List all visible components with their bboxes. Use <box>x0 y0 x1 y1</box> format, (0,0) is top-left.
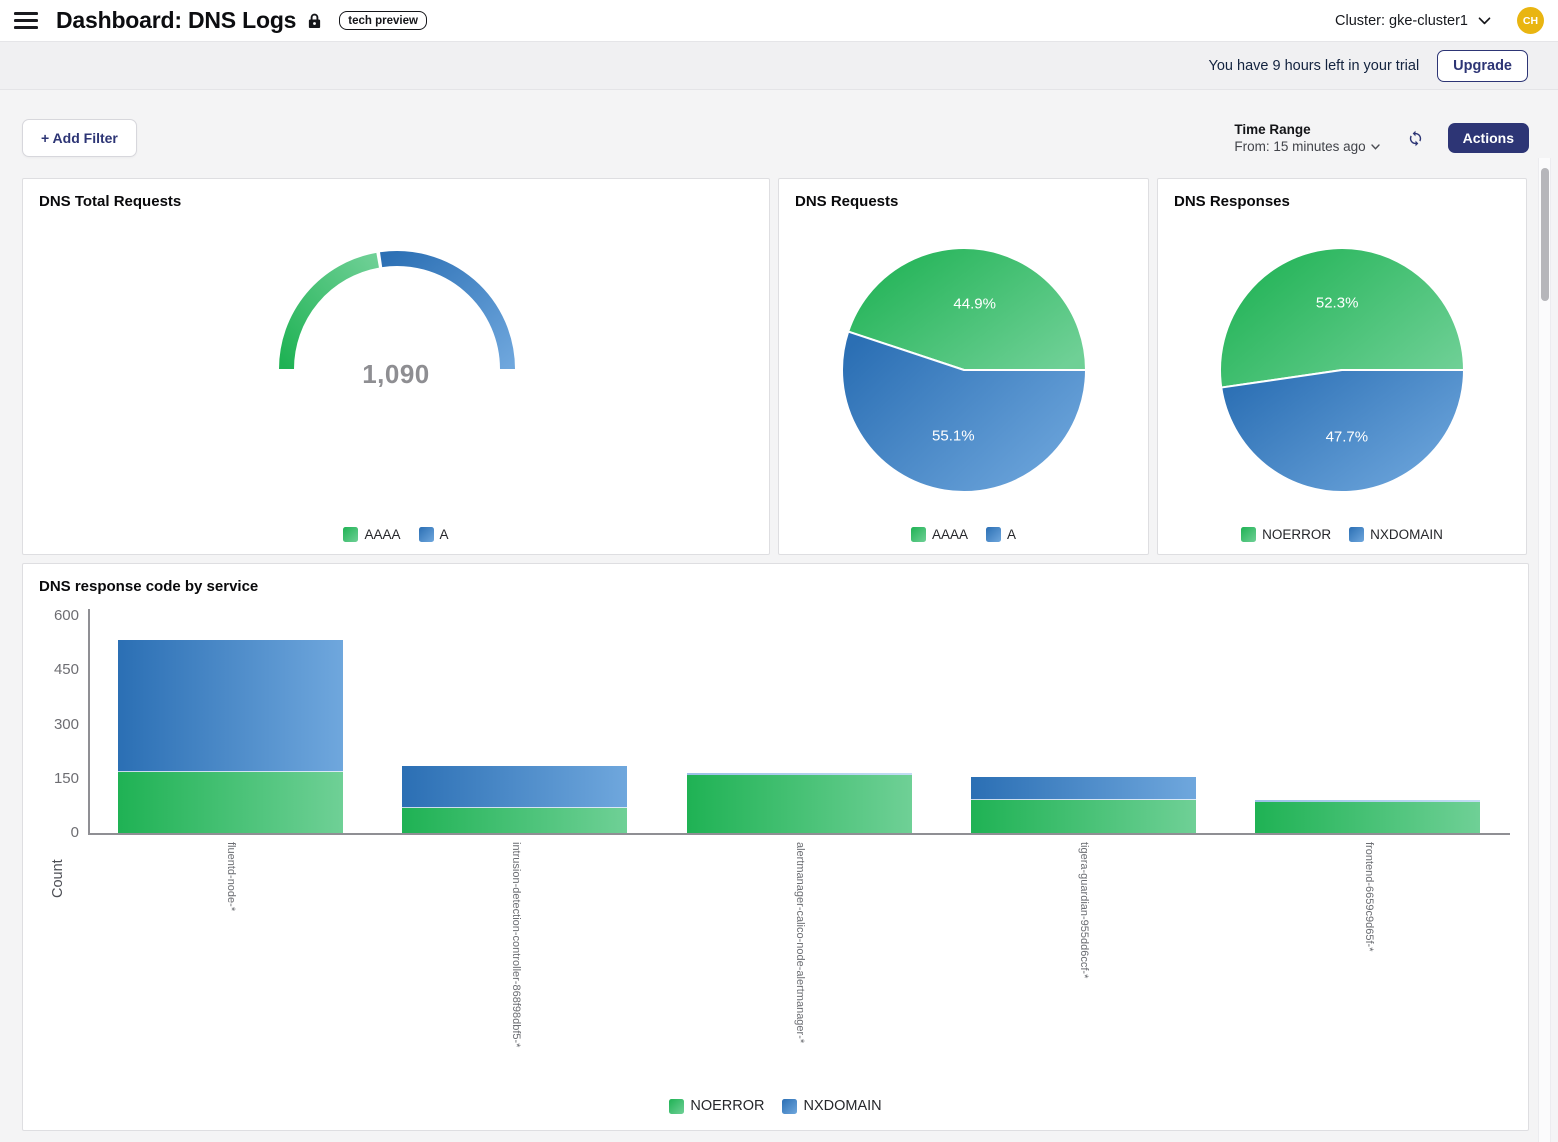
time-range-dropdown[interactable]: From: 15 minutes ago <box>1234 139 1380 154</box>
legend-item[interactable]: NOERROR <box>1241 527 1331 542</box>
bar-segment-nxdomain <box>117 639 343 772</box>
bar-segment-nxdomain <box>970 776 1196 801</box>
y-axis-label: Count <box>50 859 66 898</box>
legend-item[interactable]: AAAA <box>343 527 401 542</box>
bar-segment-nxdomain <box>402 766 628 808</box>
chart-legend: AAAA A <box>779 527 1148 542</box>
chart-legend: NOERROR NXDOMAIN <box>23 1098 1528 1114</box>
bar-segment-noerror <box>970 800 1196 833</box>
card-title: DNS response code by service <box>39 578 259 595</box>
chart-legend: AAAA A <box>23 527 769 542</box>
legend-swatch-green <box>1241 527 1257 542</box>
pie-slice-noerror <box>1219 247 1465 389</box>
bar-segment-nxdomain-zero <box>1255 800 1481 803</box>
gauge-segment-a <box>380 251 515 370</box>
legend-swatch-blue <box>782 1098 798 1114</box>
bar-segment-noerror <box>402 807 628 833</box>
legend-swatch-blue <box>418 527 434 542</box>
bar-chart: 0 150 300 450 600 fluentd-node-* intrusion-det… <box>23 564 1528 1130</box>
time-range-label: Time Range <box>1234 122 1311 137</box>
pie-slice-label: 47.7% <box>1326 428 1369 445</box>
scrollbar-thumb[interactable] <box>1540 168 1549 301</box>
x-category-label: intrusion-detection-controller-868f98dbf… <box>509 842 522 1048</box>
legend-label: A <box>1007 527 1017 542</box>
legend-swatch-blue <box>986 527 1001 542</box>
legend-item[interactable]: NXDOMAIN <box>782 1098 882 1114</box>
chevron-down-icon <box>1370 143 1380 150</box>
app-header: Dashboard: DNS Logs tech preview Cluster… <box>0 0 1558 42</box>
add-filter-button[interactable]: + Add Filter <box>22 119 137 157</box>
legend-swatch-blue <box>1349 527 1365 542</box>
y-tick-label: 600 <box>53 607 79 624</box>
legend-label: NXDOMAIN <box>1370 527 1443 542</box>
cards-row: DNS Total Requests 1,090 AAAA A DNS Reque… <box>22 178 1558 555</box>
gauge-chart <box>23 179 769 554</box>
tech-preview-badge: tech preview <box>339 11 427 30</box>
trial-banner: You have 9 hours left in your trial Upgr… <box>0 42 1558 90</box>
pie-slice-aaaa <box>846 247 1087 371</box>
legend-label: AAAA <box>364 527 401 542</box>
x-category-label: fluentd-node-* <box>225 842 238 912</box>
legend-swatch-green <box>910 527 926 542</box>
legend-item[interactable]: A <box>418 527 449 542</box>
pie-slice-a <box>840 330 1087 493</box>
y-tick-label: 450 <box>53 661 79 679</box>
legend-item[interactable]: NXDOMAIN <box>1349 527 1443 542</box>
bar-segment-noerror <box>1255 802 1481 833</box>
page-title: Dashboard: DNS Logs <box>56 7 297 33</box>
card-title: DNS Responses <box>1174 193 1290 210</box>
x-category-label: tigera-guardian-955dd6ccf-* <box>1078 842 1091 979</box>
card-title: DNS Requests <box>795 193 899 210</box>
chevron-down-icon <box>1478 16 1491 24</box>
x-category-label: alertmanager-calico-node-alertmanager-* <box>794 842 806 1044</box>
dns-response-code-card: DNS response code by service 0 150 300 450 6… <box>22 563 1529 1131</box>
hamburger-menu-icon[interactable] <box>14 12 38 29</box>
pie-slice-label: 44.9% <box>953 295 996 312</box>
legend-label: NXDOMAIN <box>803 1098 882 1114</box>
cluster-selector[interactable]: Cluster: gke-cluster1 <box>1335 13 1491 29</box>
avatar[interactable]: CH <box>1517 7 1544 34</box>
toolbar: + Add Filter Time Range From: 15 minutes… <box>22 119 1529 157</box>
bar-segment-nxdomain-zero <box>686 773 912 776</box>
y-tick-label: 150 <box>53 769 79 787</box>
chart-legend: NOERROR NXDOMAIN <box>1158 527 1526 542</box>
cluster-label: Cluster: gke-cluster1 <box>1335 12 1468 29</box>
legend-item[interactable]: A <box>986 527 1016 542</box>
scrollbar-track <box>1538 158 1551 1142</box>
bar-segment-noerror <box>686 775 912 833</box>
dns-total-requests-card: DNS Total Requests 1,090 AAAA A <box>22 178 770 555</box>
legend-label: NOERROR <box>1262 527 1332 542</box>
y-axis-line <box>88 609 90 833</box>
pie-slice-label: 52.3% <box>1316 295 1359 312</box>
y-tick-label: 300 <box>53 715 79 733</box>
legend-label: NOERROR <box>690 1098 765 1114</box>
card-title: DNS Total Requests <box>39 193 182 210</box>
refresh-icon[interactable] <box>1407 130 1424 147</box>
upgrade-button[interactable]: Upgrade <box>1437 49 1528 82</box>
x-axis-line <box>88 833 1510 835</box>
dns-requests-card: DNS Requests 44.9% 55.1% AAAA A <box>778 178 1149 555</box>
legend-item[interactable]: AAAA <box>910 527 968 542</box>
pie-chart: 44.9% 55.1% <box>779 179 1148 554</box>
time-range-value: From: 15 minutes ago <box>1234 139 1366 154</box>
pie-slice-nxdomain <box>1220 369 1465 494</box>
pie-chart: 52.3% 47.7% <box>1158 179 1526 554</box>
lock-icon <box>307 12 322 29</box>
trial-message: You have 9 hours left in your trial <box>1208 57 1420 74</box>
legend-label: A <box>439 527 449 542</box>
bar-segment-noerror <box>117 771 343 833</box>
time-range-control: Time Range From: 15 minutes ago <box>1234 122 1380 154</box>
x-category-label: frontend-6659c9d65f-* <box>1362 842 1375 952</box>
legend-label: AAAA <box>931 527 968 542</box>
gauge-value: 1,090 <box>362 359 430 389</box>
pie-slice-label: 55.1% <box>932 428 975 445</box>
dns-responses-card: DNS Responses 52.3% 47.7% NOERROR NXDOMAIN <box>1157 178 1527 555</box>
legend-item[interactable]: NOERROR <box>669 1098 764 1114</box>
legend-swatch-green <box>669 1098 685 1114</box>
actions-button[interactable]: Actions <box>1447 123 1529 153</box>
gauge-segment-aaaa <box>279 252 380 370</box>
y-tick-label: 0 <box>70 824 79 841</box>
legend-swatch-green <box>343 527 359 542</box>
